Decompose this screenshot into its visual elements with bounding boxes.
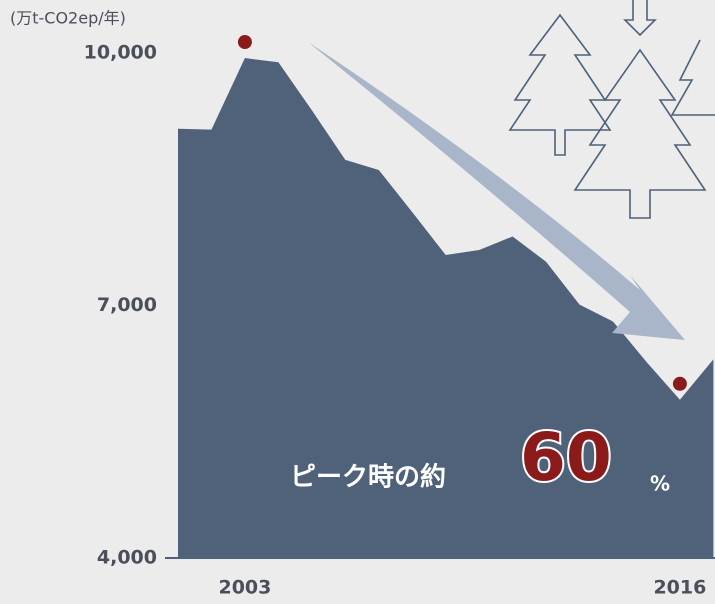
x-tick-label: 2016: [653, 577, 706, 599]
annotation-unit: %: [650, 472, 670, 496]
annotation: ピーク時の約 60%: [290, 417, 670, 498]
y-tick-label: 7,000: [97, 294, 157, 316]
trend-arrow: [308, 42, 685, 340]
plot: 4,000 7,000 10,000 2003 2016: [84, 35, 715, 599]
x-tick-label: 2003: [218, 577, 271, 599]
annotation-value: 60: [520, 419, 612, 496]
y-tick-label: 4,000: [97, 547, 157, 569]
highlight-marker: [672, 376, 687, 391]
y-unit: (万t-CO2ep/年): [10, 9, 126, 28]
highlight-marker: [237, 35, 252, 50]
area: [178, 58, 714, 559]
y-tick-label: 10,000: [84, 42, 157, 64]
tree-icons: [508, 0, 715, 219]
annotation-text: ピーク時の約: [290, 462, 446, 493]
